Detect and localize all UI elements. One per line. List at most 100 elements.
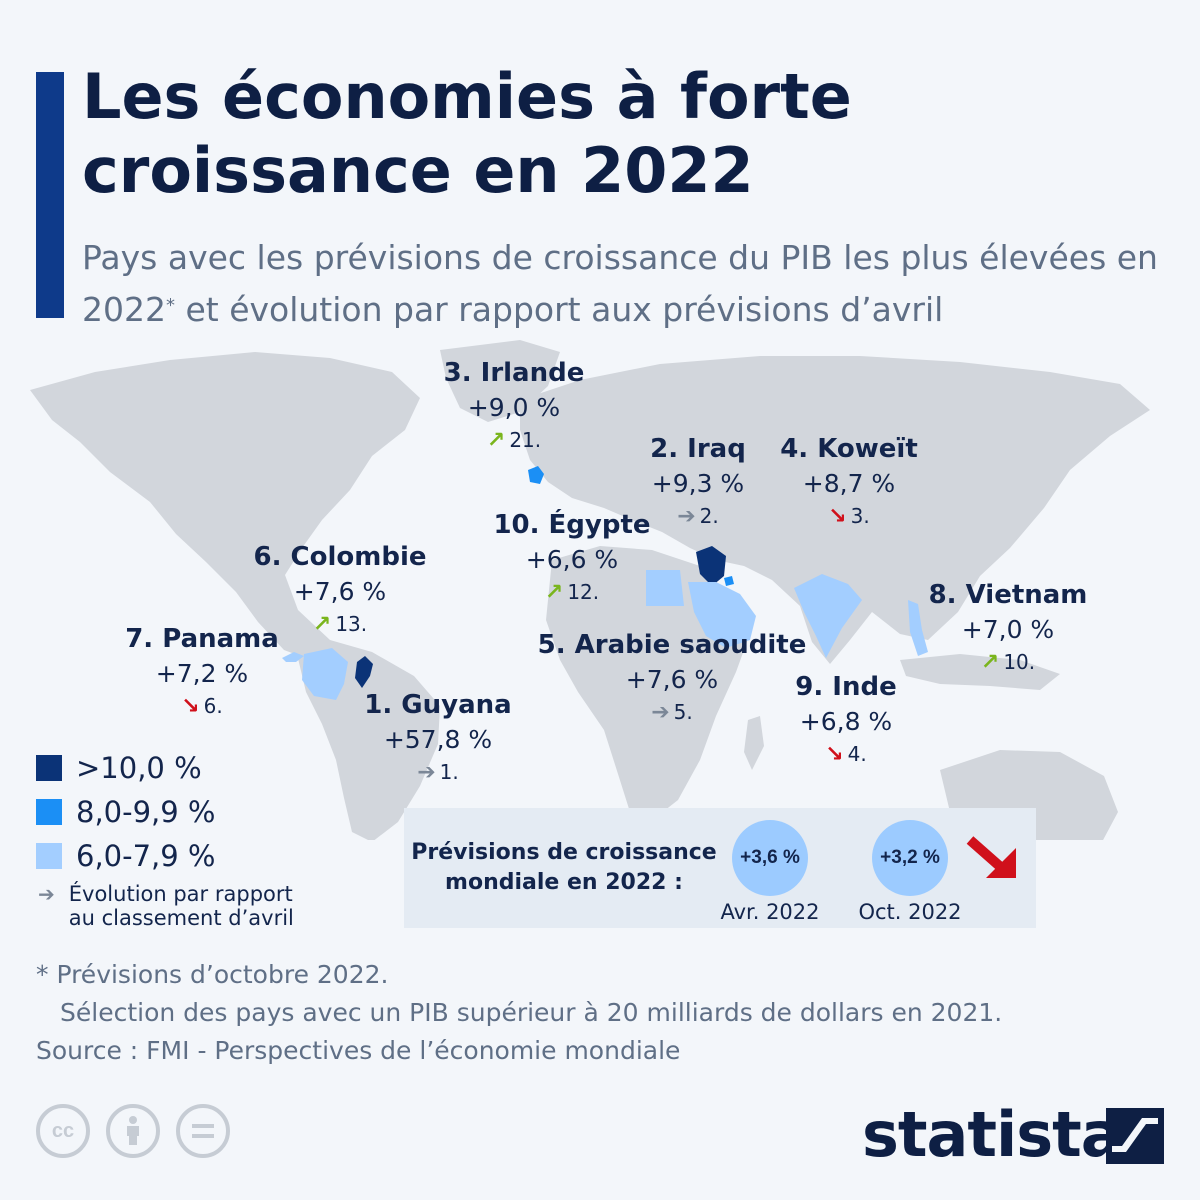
growth-value: +7,6 % [625,665,719,694]
statista-logo-icon[interactable] [1106,1108,1164,1164]
legend-note-line: au classement d’avril [68,906,294,930]
growth-value: +7,2 % [155,659,249,688]
down-arrow-icon: ↘ [181,694,200,719]
highlighted-countries [282,466,928,700]
world-forecast-label: Prévisions de croissance mondiale en 2022… [404,838,724,898]
april-rank-value: 5. [673,700,693,724]
april-rank: ➔ 5. [522,698,822,727]
growth-value: +7,6 % [293,577,387,606]
footnote-line: Sélection des pays avec un PIB supérieur… [60,998,1003,1027]
land-madagascar [744,716,764,770]
footnote-line: * Prévisions d’octobre 2022. [36,960,389,989]
forecast-label-line: mondiale en 2022 : [445,870,683,895]
growth-value: +7,0 % [961,615,1055,644]
land-europe-asia [520,356,1150,664]
label-iraq: 2. Iraq +9,3 % ➔ 2. [568,432,828,531]
country-name: 1. Guyana [364,690,512,720]
april-rank-value: 10. [1003,650,1036,674]
legend-item-mid: 8,0-9,9 % [36,790,294,834]
subtitle-text-end: et évolution par rapport aux prévisions … [174,290,944,329]
legend-item-low: 6,0-7,9 % [36,834,294,878]
right-arrow-icon: ➔ [38,882,55,906]
legend-label: 6,0-7,9 % [76,839,216,873]
source-line: Source : FMI - Perspectives de l’économi… [36,1036,681,1065]
country-name: 5. Arabie saoudite [537,630,807,660]
april-rank: ➔ 2. [568,502,828,531]
up-arrow-icon: ↗ [486,428,506,453]
brand-wordmark[interactable]: statista [862,1098,1123,1171]
october-forecast-label: Oct. 2022 [858,900,962,924]
april-rank-value: 13. [335,612,368,636]
attribution-icon[interactable] [106,1104,160,1158]
down-arrow-icon: ↘ [828,504,847,529]
country-name: 10. Égypte [493,510,651,540]
page-title: Les économies à forte croissance en 2022 [82,60,852,207]
up-arrow-icon: ↗ [312,612,332,637]
country-egypt [646,570,684,606]
country-name: 8. Vietnam [928,580,1088,610]
country-panama [282,652,304,662]
page-subtitle: Pays avec les prévisions de croissance d… [82,232,1182,336]
april-rank: ↘ 6. [72,692,332,721]
label-egypte: 10. Égypte +6,6 % ↗ 12. [442,508,702,607]
label-arabie-saoudite: 5. Arabie saoudite +7,6 % ➔ 5. [522,628,822,727]
label-panama: 7. Panama +7,2 % ↘ 6. [72,622,332,721]
legend-item-high: >10,0 % [36,746,294,790]
april-rank: ➔ 1. [308,758,568,787]
legend-swatch [36,755,62,781]
land-indonesia [900,654,1060,690]
legend-label: >10,0 % [76,751,202,785]
label-vietnam: 8. Vietnam +7,0 % ↗ 10. [878,578,1138,677]
april-forecast-bubble: +3,6 % [732,820,808,896]
april-rank-value: 12. [567,580,600,604]
license-icons: cc [36,1104,246,1158]
growth-value: +6,8 % [799,707,893,736]
april-rank: ↗ 10. [878,648,1138,677]
label-guyana: 1. Guyana +57,8 % ➔ 1. [308,688,568,787]
april-rank-value: 1. [439,760,459,784]
label-inde: 9. Inde +6,8 % ↘ 4. [716,670,976,769]
cc-icon[interactable]: cc [36,1104,90,1158]
april-rank-value: 4. [847,742,867,766]
april-rank: ↗ 13. [210,610,470,639]
country-vietnam [908,600,928,656]
title-accent-bar [36,72,64,318]
country-india [794,574,862,658]
april-rank: ↘ 4. [716,740,976,769]
country-guyana [355,656,373,688]
legend-note-line: Évolution par rapport [68,882,293,906]
country-name: 9. Inde [795,672,897,702]
growth-value: +9,3 % [651,469,745,498]
april-rank: ↗ 12. [442,578,702,607]
label-irlande: 3. Irlande +9,0 % ↗ 21. [384,356,644,455]
no-derivatives-icon[interactable] [176,1104,230,1158]
april-rank: ↗ 21. [384,426,644,455]
april-rank-value: 3. [850,504,870,528]
country-saudi-arabia [688,582,756,648]
world-forecast-box: Prévisions de croissance mondiale en 2022… [404,808,1036,928]
down-trend-icon [966,836,1016,878]
right-arrow-icon: ➔ [677,504,696,529]
footnotes: * Prévisions d’octobre 2022. Sélection d… [36,956,1176,1070]
label-colombie: 6. Colombie +7,6 % ↗ 13. [210,540,470,639]
country-colombia [302,648,348,700]
april-forecast-label: Avr. 2022 [720,900,820,924]
country-name: 4. Koweït [780,434,918,464]
up-arrow-icon: ↗ [544,580,564,605]
up-arrow-icon: ↗ [980,650,1000,675]
down-arrow-icon: ↘ [825,742,844,767]
country-name: 3. Irlande [443,358,585,388]
growth-value: +6,6 % [525,545,619,574]
october-forecast-bubble: +3,2 % [872,820,948,896]
growth-value: +8,7 % [802,469,896,498]
subtitle-footnote-marker: * [165,295,175,316]
april-rank-value: 2. [699,504,719,528]
april-rank-value: 6. [203,694,223,718]
map-legend: >10,0 % 8,0-9,9 % 6,0-7,9 % ➔ Évolution … [36,746,294,930]
right-arrow-icon: ➔ [651,700,670,725]
legend-note-text: Évolution par rapport au classement d’avr… [69,882,294,930]
growth-value: +9,0 % [467,393,561,422]
legend-swatch [36,799,62,825]
land-north-america [30,352,420,662]
world-map [30,340,1150,840]
